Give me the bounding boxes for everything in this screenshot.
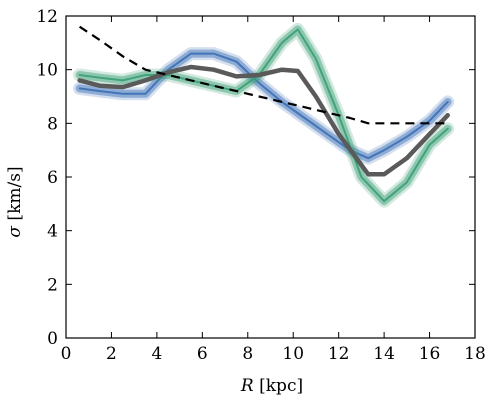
- x-axis-label-variable: R: [240, 376, 254, 396]
- series-2: [73, 22, 455, 208]
- axes: 0 2 4 6 8 10 12 14 16 18 0 2 4 6 8 10 12: [36, 7, 485, 364]
- y-tick-label: 6: [47, 168, 58, 188]
- series-2-band-inner: [75, 25, 452, 206]
- y-tick-label: 8: [47, 114, 58, 134]
- y-axis-label: σ [km/s]: [5, 166, 25, 237]
- y-tick-label: 0: [47, 329, 58, 349]
- series-1: [73, 47, 455, 165]
- x-axis-label: R [kpc]: [240, 376, 303, 396]
- y-axis-label-unit: [km/s]: [5, 166, 25, 226]
- series-2-line: [78, 28, 449, 203]
- series-3: [77, 64, 450, 177]
- x-tick-label: 6: [197, 344, 208, 364]
- series-1-line: [78, 52, 449, 160]
- x-axis-label-unit: [kpc]: [254, 376, 303, 396]
- y-tick-label: 12: [36, 7, 58, 27]
- x-tick-label: 0: [61, 344, 72, 364]
- y-tick-label: 4: [47, 222, 58, 242]
- x-tick-label: 10: [282, 344, 304, 364]
- x-tick-label: 12: [328, 344, 350, 364]
- y-tick-label: 10: [36, 61, 58, 81]
- x-tick-label: 8: [242, 344, 253, 364]
- x-tick-label: 14: [373, 344, 395, 364]
- x-tick-label: 16: [419, 344, 441, 364]
- x-tick-label: 18: [464, 344, 486, 364]
- x-tick-label: 2: [106, 344, 117, 364]
- x-tick-label: 4: [151, 344, 162, 364]
- y-tick-label: 2: [47, 275, 58, 295]
- y-axis-label-variable: σ: [5, 226, 25, 238]
- series-3-line: [77, 64, 450, 177]
- plot-area: [73, 22, 455, 208]
- series-2-band-outer: [73, 22, 455, 208]
